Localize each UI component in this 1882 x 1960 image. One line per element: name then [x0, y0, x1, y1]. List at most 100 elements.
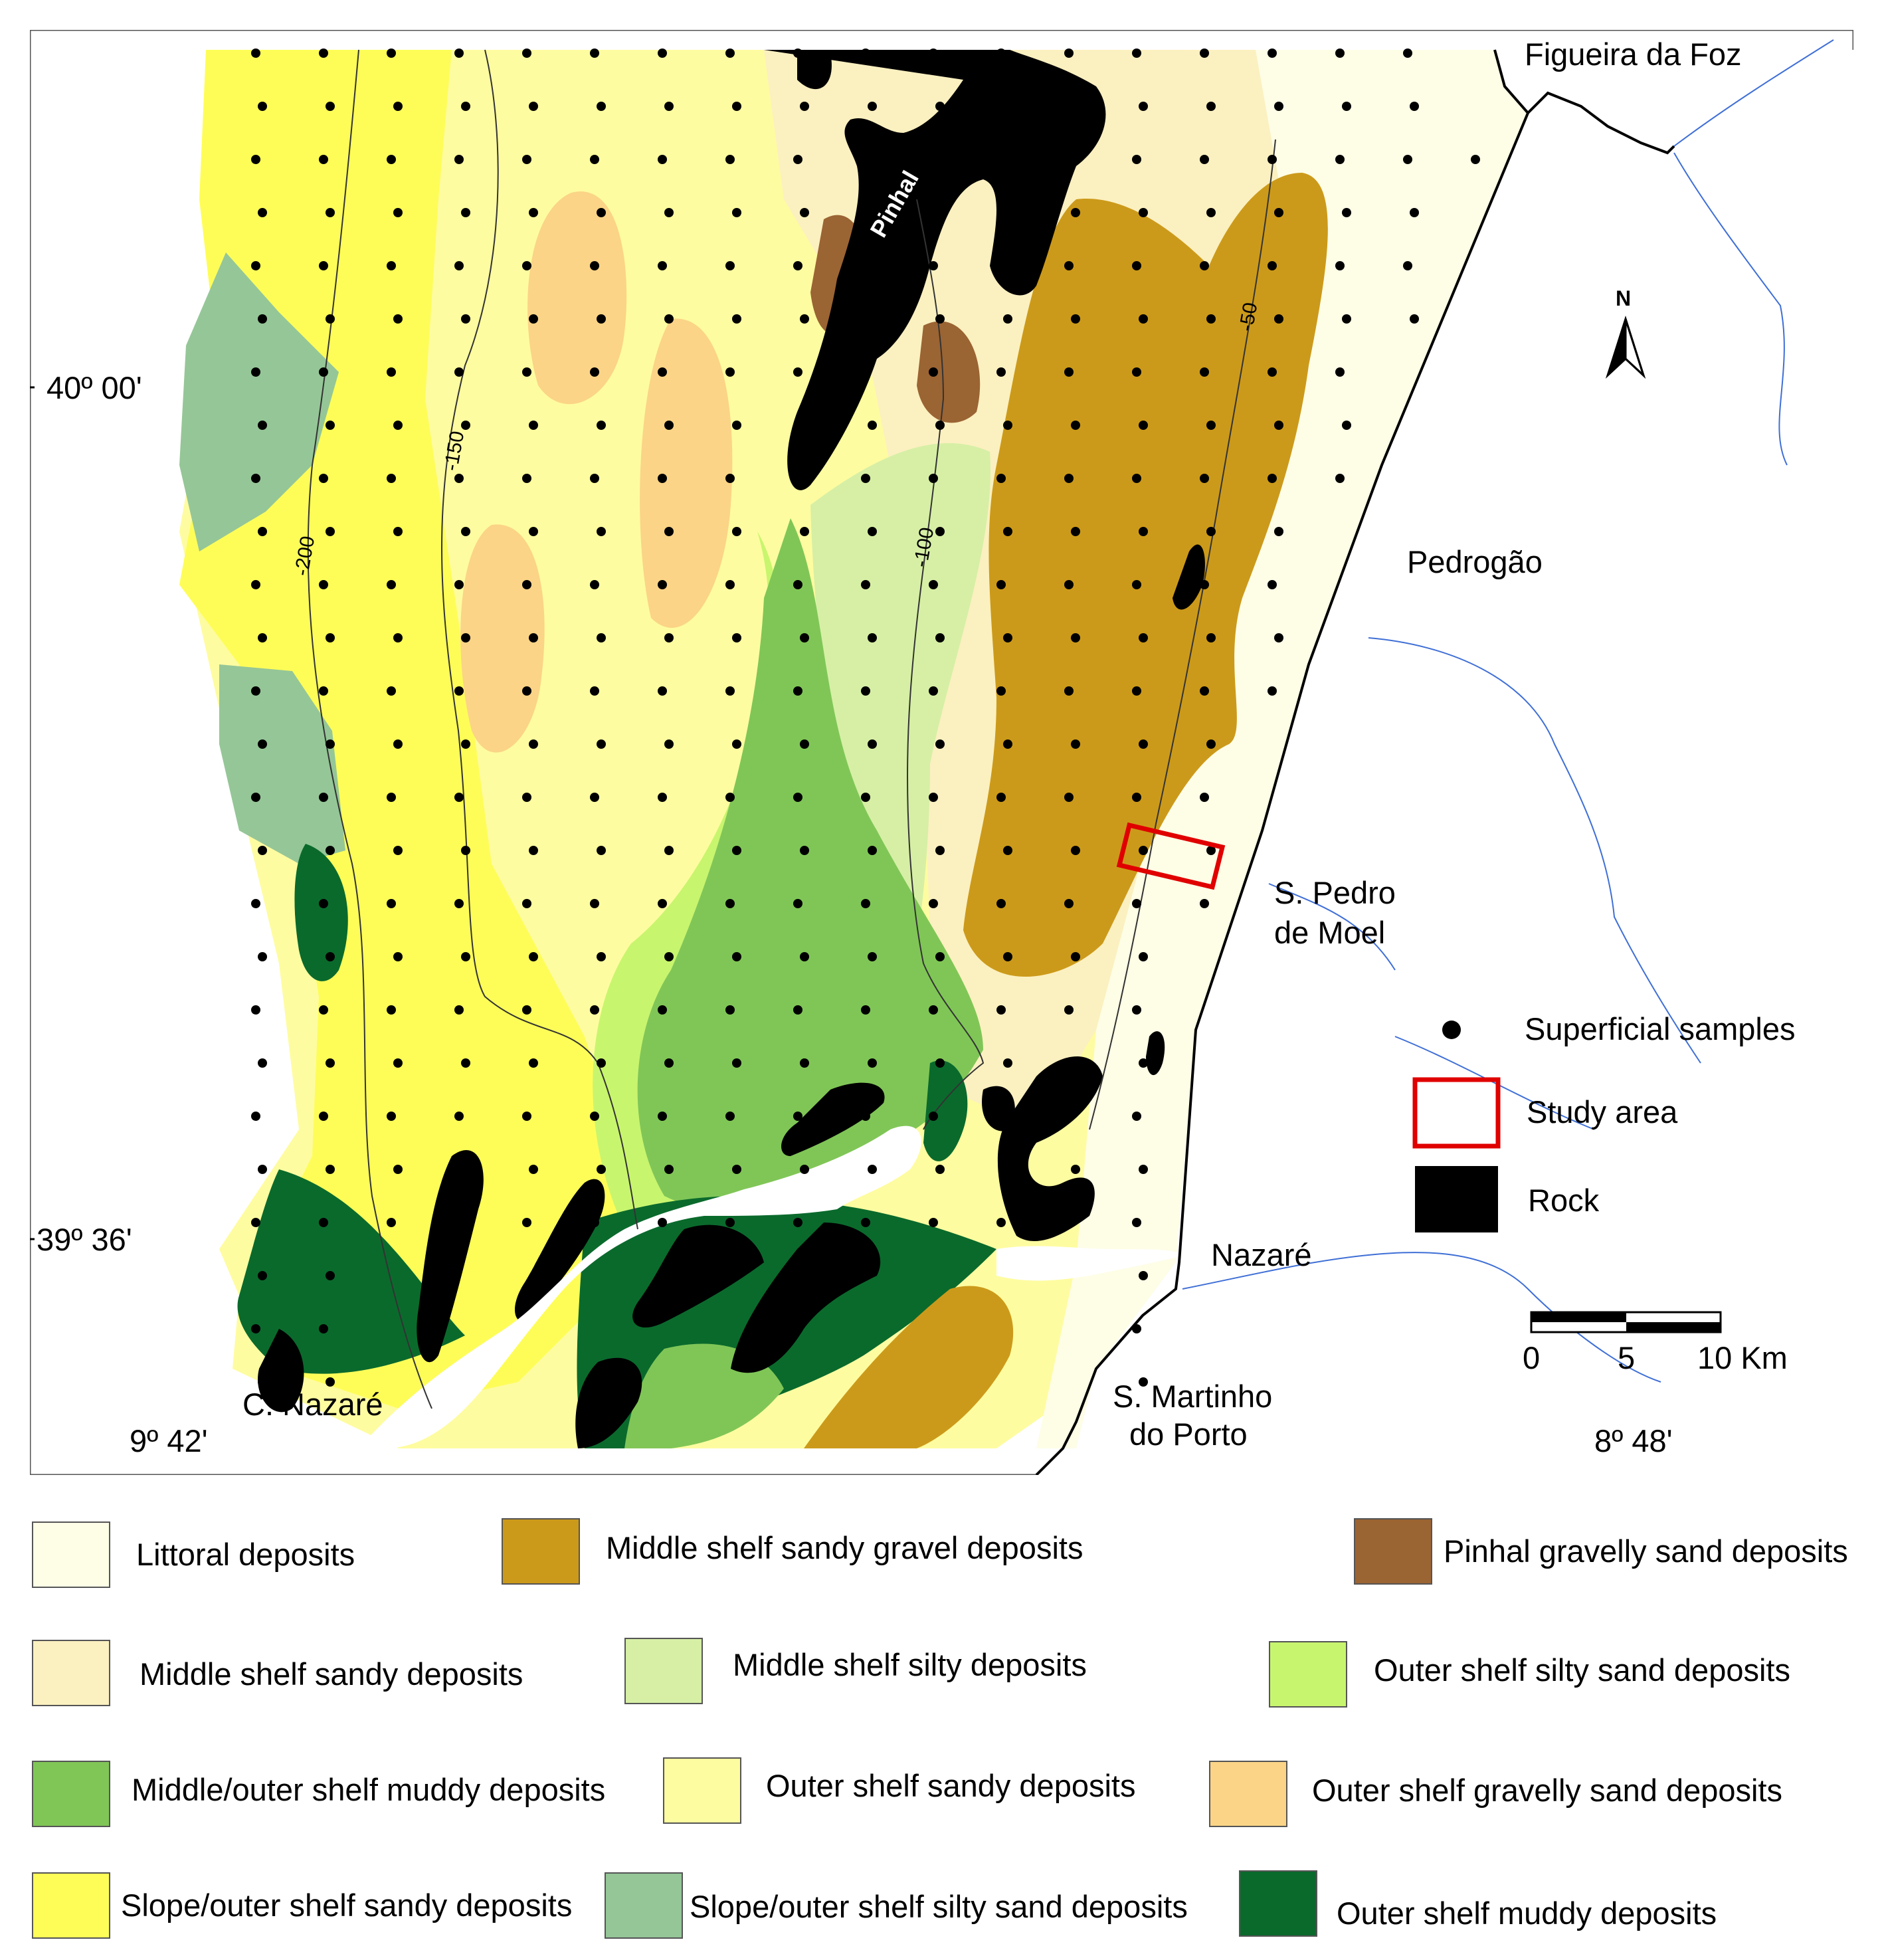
- rock-pinhal: [764, 50, 1106, 490]
- sample-dot: [522, 686, 531, 696]
- sample-dot: [996, 1218, 1006, 1227]
- sample-dot: [658, 580, 667, 589]
- sample-dot: [461, 1058, 470, 1068]
- sample-dot: [1064, 1112, 1074, 1121]
- sample-dot: [732, 633, 741, 642]
- sample-dot: [1206, 846, 1216, 855]
- river-mondego: [1673, 39, 1834, 147]
- sample-dot: [658, 155, 667, 164]
- scale-bar: 0 5 10 Km: [1523, 1311, 1788, 1375]
- sample-dot: [590, 580, 599, 589]
- sample-dot: [251, 155, 260, 164]
- sample-dot: [1132, 261, 1141, 270]
- sample-dot: [387, 1218, 396, 1227]
- sample-dot: [996, 1005, 1006, 1015]
- legend-label-5: Outer shelf silty sand deposits: [1374, 1652, 1790, 1688]
- sample-dot: [522, 367, 531, 377]
- sample-dot: [732, 846, 741, 855]
- sample-dot: [326, 208, 335, 217]
- sample-dot: [1200, 474, 1209, 483]
- sample-dot: [1335, 49, 1345, 58]
- sample-dot: [1003, 208, 1012, 217]
- sample-dot: [868, 952, 877, 961]
- place-nazare: Nazaré: [1211, 1237, 1312, 1272]
- sample-dot: [326, 846, 335, 855]
- sample-dot: [861, 1112, 870, 1121]
- sample-dot: [251, 686, 260, 696]
- sample-dot: [461, 739, 470, 749]
- sample-dot: [793, 49, 802, 58]
- sample-dot: [1003, 314, 1012, 324]
- sample-dot: [1410, 102, 1419, 111]
- sample-dot: [1071, 421, 1080, 430]
- sample-dot: [725, 793, 735, 802]
- sample-dot: [1206, 421, 1216, 430]
- sample-dot: [725, 580, 735, 589]
- sample-dot: [996, 474, 1006, 483]
- sample-dot: [522, 49, 531, 58]
- sample-dot: [793, 899, 802, 908]
- sample-dot: [1335, 367, 1345, 377]
- scale-label-5: 5: [1618, 1340, 1635, 1375]
- zone-littoral: [1036, 50, 1528, 1448]
- rock-south-6: [982, 1086, 1015, 1131]
- sample-dot: [1410, 314, 1419, 324]
- sample-dot: [387, 686, 396, 696]
- sample-dot: [1064, 899, 1074, 908]
- sample-dot: [664, 1165, 674, 1174]
- sample-dot: [1200, 155, 1209, 164]
- sample-dot: [1274, 421, 1283, 430]
- sample-dot: [319, 1218, 328, 1227]
- sample-dot: [1200, 686, 1209, 696]
- rock-icon: [1415, 1166, 1498, 1232]
- sample-dot: [1342, 421, 1351, 430]
- sample-dot: [529, 952, 538, 961]
- sample-dot: [868, 527, 877, 536]
- sample-dot: [454, 155, 464, 164]
- scale-label-10: 10 Km: [1697, 1340, 1788, 1375]
- sample-dot: [251, 367, 260, 377]
- sample-dot: [1274, 208, 1283, 217]
- sample-dot: [454, 793, 464, 802]
- rock-south-10: [1146, 1031, 1165, 1076]
- sample-dot: [725, 367, 735, 377]
- legend-rock-label: Rock: [1528, 1183, 1600, 1218]
- sample-dot: [1064, 686, 1074, 696]
- sample-dot: [1403, 49, 1412, 58]
- sample-dot: [258, 952, 267, 961]
- sample-dot: [732, 102, 741, 111]
- place-spedro-1: S. Pedro: [1274, 875, 1396, 910]
- sample-dot: [868, 421, 877, 430]
- scale-label-0: 0: [1523, 1340, 1540, 1375]
- lon-east-label: 8º 48': [1594, 1423, 1673, 1458]
- sample-dot: [935, 846, 945, 855]
- sample-dot: [1274, 314, 1283, 324]
- sample-dot: [1064, 1218, 1074, 1227]
- sample-dot: [1274, 102, 1283, 111]
- sample-dot: [1071, 1165, 1080, 1174]
- sample-dot: [454, 1218, 464, 1227]
- sample-dot: [251, 899, 260, 908]
- sample-dot: [597, 208, 606, 217]
- sample-dot: [725, 474, 735, 483]
- river-3: [1268, 883, 1396, 971]
- rock-south-7: [632, 1225, 764, 1328]
- sample-dot: [251, 1112, 260, 1121]
- sample-dot: [461, 952, 470, 961]
- sample-dot: [1003, 1165, 1012, 1174]
- sample-dot: [319, 793, 328, 802]
- sample-dot: [319, 580, 328, 589]
- legend-label-9: Slope/outer shelf sandy deposits: [121, 1888, 573, 1923]
- sample-dot: [590, 899, 599, 908]
- sample-dot: [1268, 261, 1277, 270]
- sample-dot: [326, 1165, 335, 1174]
- sample-dot: [868, 1058, 877, 1068]
- sample-dot: [387, 49, 396, 58]
- sample-dot: [1335, 261, 1345, 270]
- legend-swatch-1: [502, 1518, 580, 1585]
- sample-dot: [732, 1165, 741, 1174]
- legend-swatch-8: [1209, 1761, 1287, 1827]
- legend-label-6: Middle/outer shelf muddy deposits: [132, 1772, 606, 1807]
- sample-dot: [1132, 367, 1141, 377]
- sample-dot: [1274, 633, 1283, 642]
